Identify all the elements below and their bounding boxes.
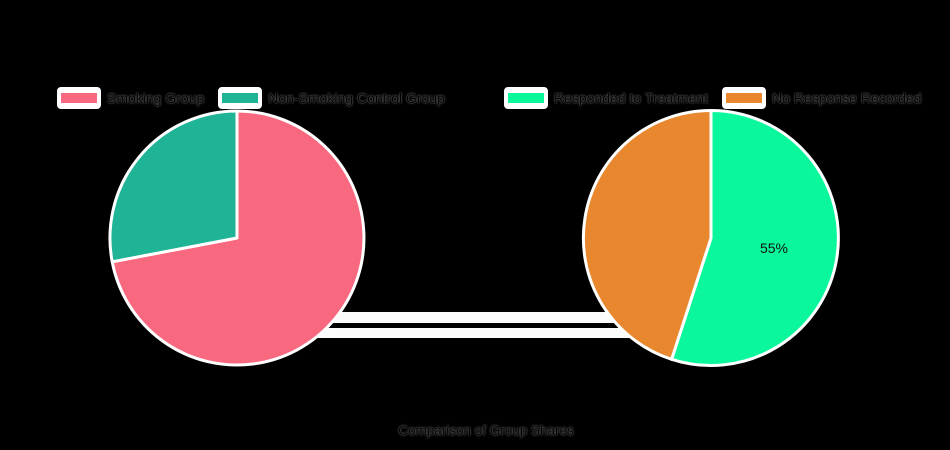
legend-swatch: [504, 87, 548, 109]
legend-item-responded[interactable]: Responded to Treatment: [504, 87, 708, 109]
legend-label: Responded to Treatment: [554, 90, 709, 106]
figure-caption: Comparison of Group Shares: [398, 423, 574, 438]
legend-item-noresponse[interactable]: No Response Recorded: [722, 87, 922, 109]
legend-item-nonsmoking[interactable]: Non-Smoking Control Group: [218, 87, 445, 109]
legend-label: Non-Smoking Control Group: [268, 90, 445, 106]
legend-left: Smoking Group Non-Smoking Control Group: [57, 87, 445, 109]
pie-slice[interactable]: [108, 109, 239, 264]
legend-swatch: [722, 87, 767, 109]
legend-item-smoking[interactable]: Smoking Group: [57, 87, 204, 109]
legend-label: No Response Recorded: [772, 90, 922, 106]
pie-value-label: 55%: [760, 240, 788, 256]
pie-slice[interactable]: [581, 109, 713, 361]
connector-band: [300, 328, 656, 338]
legend-right: Responded to Treatment No Response Recor…: [504, 87, 922, 109]
legend-swatch: [218, 87, 263, 109]
pie-chart-right: 55%: [581, 109, 840, 367]
connector-band: [300, 312, 656, 323]
pie-slice[interactable]: [670, 109, 840, 367]
legend-label: Smoking Group: [107, 90, 205, 106]
pie-chart-left: [108, 109, 366, 367]
legend-swatch: [57, 87, 101, 109]
